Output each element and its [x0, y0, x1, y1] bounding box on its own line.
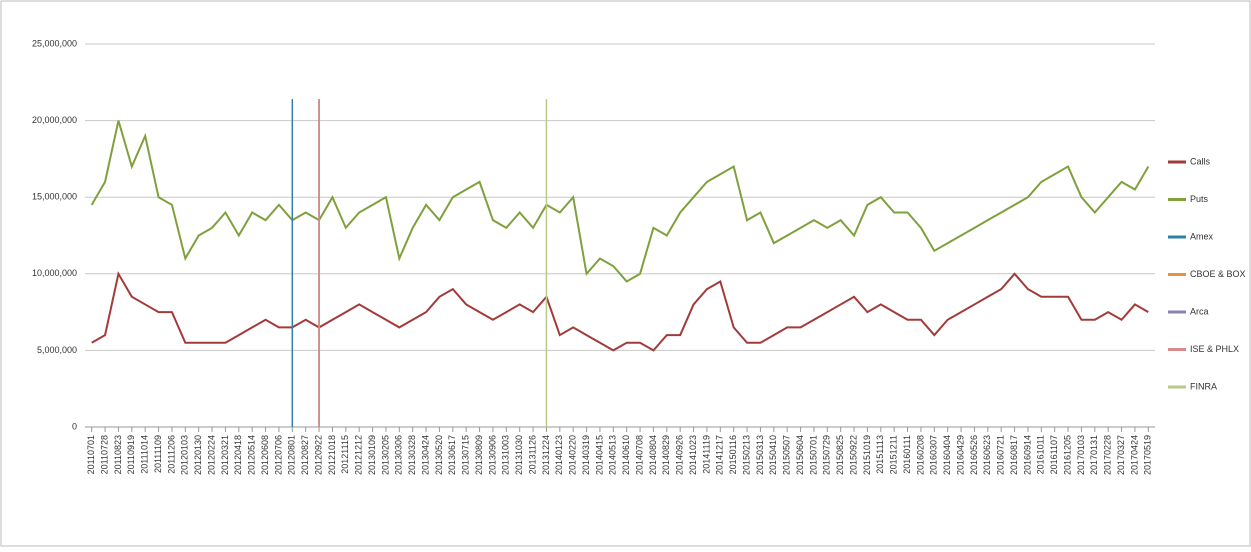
- x-tick-label: 20150922: [848, 435, 858, 475]
- legend-label: Calls: [1190, 156, 1211, 166]
- x-tick-label: 20160721: [996, 435, 1006, 475]
- x-tick-label: 20130617: [447, 435, 457, 475]
- legend-label: Arca: [1190, 306, 1209, 316]
- x-tick-label: 20140415: [594, 435, 604, 475]
- x-tick-label: 20120321: [220, 435, 230, 475]
- x-tick-label: 20120706: [273, 435, 283, 475]
- x-tick-label: 20131030: [514, 435, 524, 475]
- x-tick-label: 20160429: [955, 435, 965, 475]
- x-tick-label: 20110823: [113, 435, 123, 474]
- x-tick-label: 20170424: [1129, 435, 1139, 475]
- x-tick-label: 20151019: [862, 435, 872, 475]
- x-tick-label: 20150729: [822, 435, 832, 475]
- x-tick-label: 20140829: [661, 435, 671, 475]
- x-tick-label: 20111206: [166, 435, 176, 474]
- x-tick-label: 20131224: [541, 435, 551, 475]
- x-tick-label: 20150410: [768, 435, 778, 475]
- x-tick-label: 20170228: [1103, 435, 1113, 475]
- x-tick-label: 20110919: [126, 435, 136, 474]
- x-tick-label: 20160404: [942, 435, 952, 475]
- x-tick-label: 20141119: [701, 435, 711, 474]
- x-tick-label: 20161107: [1049, 435, 1059, 474]
- x-tick-label: 20160526: [969, 435, 979, 475]
- x-tick-label: 20140513: [608, 435, 618, 475]
- x-tick-label: 20140708: [634, 435, 644, 475]
- x-tick-label: 20121018: [327, 435, 337, 475]
- x-tick-label: 20120418: [233, 435, 243, 475]
- x-tick-label: 20140804: [648, 435, 658, 475]
- x-tick-label: 20130205: [380, 435, 390, 475]
- x-tick-label: 20120130: [193, 435, 203, 475]
- y-tick-label: 25,000,000: [32, 38, 77, 48]
- x-tick-label: 20130520: [434, 435, 444, 475]
- y-tick-label: 10,000,000: [32, 268, 77, 278]
- x-tick-label: 20160111: [902, 435, 912, 474]
- x-tick-label: 20170327: [1116, 435, 1126, 475]
- x-tick-label: 20121212: [354, 435, 364, 475]
- x-tick-label: 20161205: [1062, 435, 1072, 475]
- x-tick-label: 20130424: [420, 435, 430, 475]
- x-tick-label: 20111014: [140, 435, 150, 474]
- x-tick-label: 20170519: [1143, 435, 1153, 475]
- x-tick-label: 20150701: [808, 435, 818, 475]
- x-tick-label: 20121115: [340, 435, 350, 474]
- x-tick-label: 20150313: [755, 435, 765, 475]
- legend-label: Puts: [1190, 194, 1209, 204]
- x-tick-label: 20130809: [474, 435, 484, 475]
- x-tick-label: 20170131: [1089, 435, 1099, 475]
- legend-label: ISE & PHLX: [1190, 344, 1239, 354]
- x-tick-label: 20110728: [99, 435, 109, 474]
- line-series: [91, 271, 1149, 352]
- y-tick-label: 15,000,000: [32, 192, 77, 202]
- x-tick-label: 20110701: [86, 435, 96, 474]
- x-tick-label: 20130328: [407, 435, 417, 475]
- x-tick-label: 20120514: [247, 435, 257, 475]
- x-tick-label: 20151113: [875, 435, 885, 474]
- x-tick-label: 20150116: [728, 435, 738, 474]
- x-tick-label: 20120608: [260, 435, 270, 475]
- x-tick-label: 20120827: [300, 435, 310, 475]
- x-tick-label: 20131003: [501, 435, 511, 475]
- x-tick-label: 20140926: [675, 435, 685, 475]
- legend-label: CBOE & BOX: [1190, 269, 1246, 279]
- x-tick-label: 20150507: [782, 435, 792, 475]
- x-tick-label: 20160914: [1022, 435, 1032, 475]
- legend-label: FINRA: [1190, 381, 1217, 391]
- x-tick-label: 20140123: [554, 435, 564, 475]
- y-tick-label: 0: [72, 421, 77, 431]
- x-tick-label: 20160307: [929, 435, 939, 475]
- x-tick-label: 20131126: [527, 435, 537, 474]
- x-tick-label: 20161011: [1036, 435, 1046, 474]
- y-tick-label: 20,000,000: [32, 115, 77, 125]
- x-tick-label: 20150604: [795, 435, 805, 475]
- line-series: [90, 120, 1150, 283]
- x-tick-label: 20111109: [153, 435, 163, 473]
- x-tick-label: 20170103: [1076, 435, 1086, 475]
- x-tick-label: 20120103: [180, 435, 190, 475]
- x-tick-label: 20141217: [715, 435, 725, 475]
- legend-label: Amex: [1190, 231, 1214, 241]
- x-tick-label: 20160623: [982, 435, 992, 475]
- x-tick-label: 20160208: [915, 435, 925, 475]
- x-tick-label: 20130715: [461, 435, 471, 475]
- x-tick-label: 20141023: [688, 435, 698, 475]
- x-tick-label: 20150825: [835, 435, 845, 475]
- x-tick-label: 20130109: [367, 435, 377, 475]
- x-tick-label: 20140319: [581, 435, 591, 475]
- x-tick-label: 20140220: [568, 435, 578, 475]
- x-tick-label: 20120224: [206, 435, 216, 475]
- x-tick-label: 20130906: [487, 435, 497, 475]
- x-tick-label: 20150213: [741, 435, 751, 475]
- x-tick-label: 20140610: [621, 435, 631, 475]
- x-tick-label: 20120801: [287, 435, 297, 475]
- y-tick-label: 5,000,000: [37, 345, 77, 355]
- x-tick-label: 20130306: [394, 435, 404, 475]
- x-tick-label: 20151211: [889, 435, 899, 474]
- x-tick-label: 20120922: [313, 435, 323, 475]
- x-tick-label: 20160817: [1009, 435, 1019, 475]
